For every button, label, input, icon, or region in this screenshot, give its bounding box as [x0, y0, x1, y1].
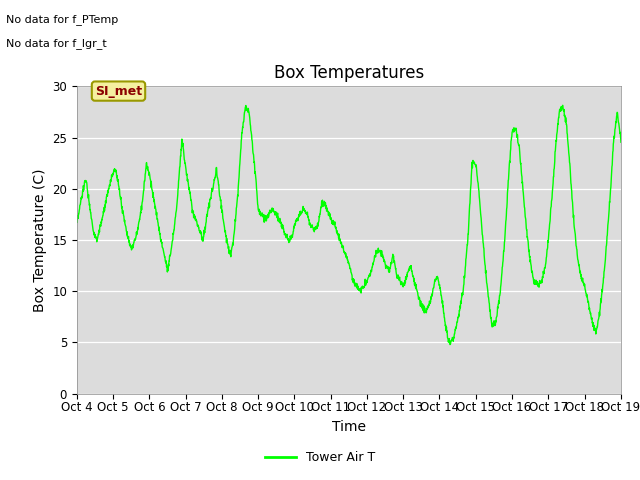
- Title: Box Temperatures: Box Temperatures: [274, 64, 424, 82]
- Y-axis label: Box Temperature (C): Box Temperature (C): [33, 168, 47, 312]
- X-axis label: Time: Time: [332, 420, 366, 434]
- Legend: Tower Air T: Tower Air T: [260, 446, 380, 469]
- Text: No data for f_PTemp: No data for f_PTemp: [6, 14, 118, 25]
- Text: SI_met: SI_met: [95, 84, 142, 97]
- Text: No data for f_lgr_t: No data for f_lgr_t: [6, 38, 107, 49]
